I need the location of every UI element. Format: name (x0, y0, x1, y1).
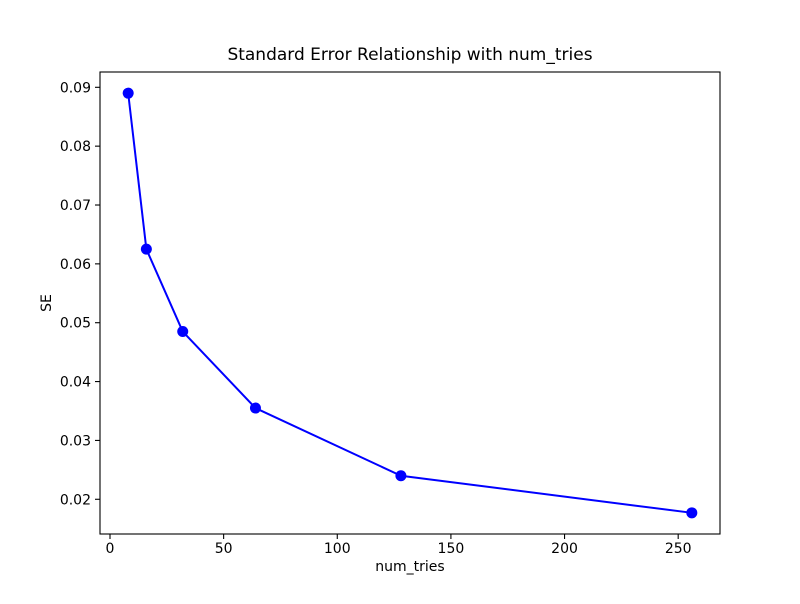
x-tick-label: 250 (665, 541, 692, 557)
series-line (127, 92, 693, 514)
data-point-64 (249, 402, 261, 414)
x-tick-label: 0 (106, 541, 115, 557)
x-axis-label: num_tries (375, 559, 444, 575)
x-tick-label: 200 (551, 541, 578, 557)
y-tick-label: 0.02 (60, 492, 91, 508)
y-tick-label: 0.05 (60, 316, 91, 332)
y-tick-label: 0.08 (60, 139, 91, 155)
data-point-256 (686, 507, 698, 519)
data-point-128 (395, 470, 407, 482)
axes-frame (99, 71, 721, 535)
y-tick-label: 0.03 (60, 433, 91, 449)
x-axis-ticks: 0 50 100 150 200 250 (106, 534, 692, 557)
y-tick-label: 0.07 (60, 198, 91, 214)
series-markers (122, 87, 698, 519)
axes-background (100, 72, 720, 534)
x-tick-label: 100 (324, 541, 351, 557)
chart-title: Standard Error Relationship with num_tri… (227, 45, 592, 65)
data-point-8 (122, 87, 134, 99)
y-tick-label: 0.06 (60, 257, 91, 273)
data-point-16 (140, 243, 152, 255)
data-point-32 (177, 326, 189, 338)
y-axis-ticks: 0.02 0.03 0.04 0.05 0.06 0.07 0.08 0.09 (60, 80, 100, 508)
y-tick-label: 0.04 (60, 375, 91, 391)
y-tick-label: 0.09 (60, 80, 91, 96)
x-tick-label: 50 (215, 541, 233, 557)
y-axis-label: SE (39, 294, 55, 312)
x-tick-label: 150 (438, 541, 465, 557)
